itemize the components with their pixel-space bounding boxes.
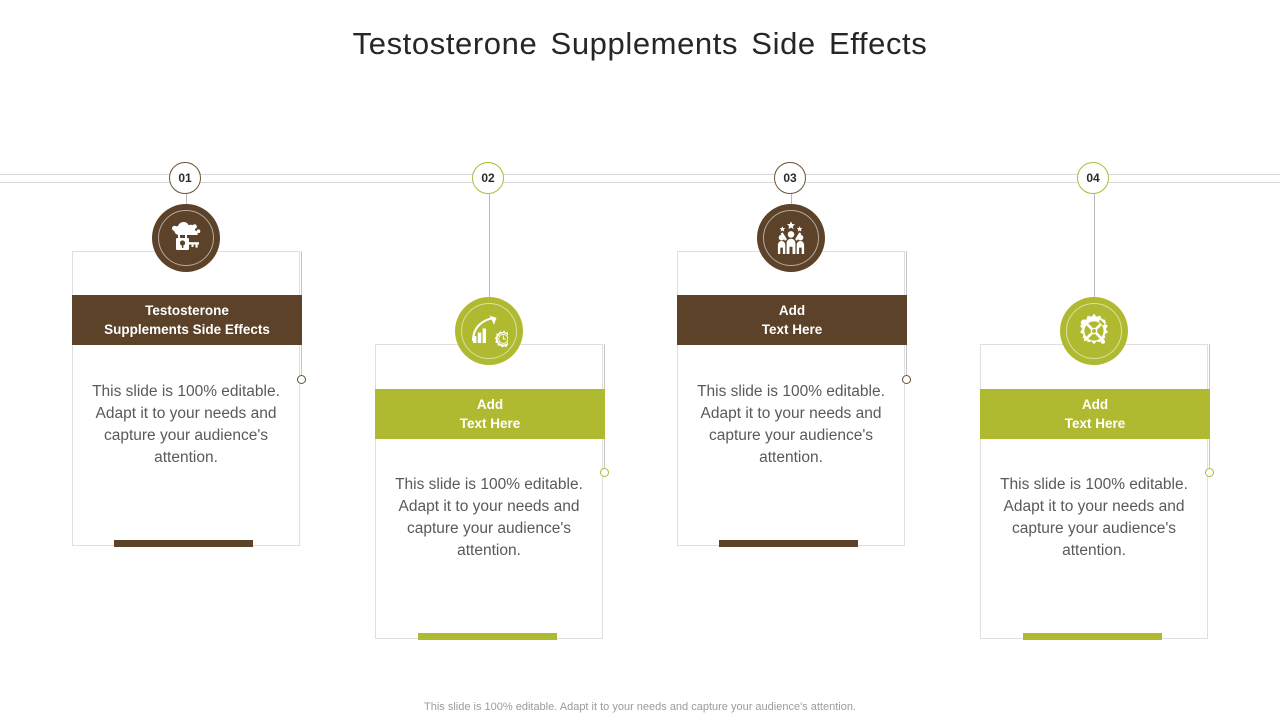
step-card-heading-line1: Add: [778, 303, 806, 318]
step-card-header-2: Add Text Here: [375, 389, 605, 439]
badge-stem-1: [186, 194, 187, 212]
badge-stem-2: [489, 194, 490, 305]
step-accent-bar-4: [1023, 633, 1162, 640]
step-card-body-1: This slide is 100% editable. Adapt it to…: [92, 383, 280, 466]
number-badge-label: 04: [1086, 171, 1100, 185]
step-icon-medallion-2[interactable]: [455, 297, 523, 365]
medallion-inner-ring: [461, 303, 517, 359]
number-badge-label: 02: [481, 171, 495, 185]
timeline-rail-bottom: [0, 182, 1280, 183]
card-connector-dot-2: [600, 468, 609, 477]
medallion-inner-ring: [763, 210, 819, 266]
step-card-heading-line2: Supplements Side Effects: [104, 322, 270, 337]
card-connector-dot-4: [1205, 468, 1214, 477]
medallion-inner-ring: [158, 210, 214, 266]
step-accent-bar-3: [719, 540, 858, 547]
page-title: Testosterone Supplements Side Effects: [352, 26, 928, 61]
number-badge-label: 03: [783, 171, 797, 185]
step-card-header-1: Testosterone Supplements Side Effects: [72, 295, 302, 345]
card-connector-dot-3: [902, 375, 911, 384]
footer-note: This slide is 100% editable. Adapt it to…: [424, 701, 856, 713]
number-badge-label: 01: [178, 171, 192, 185]
step-card-heading-line2: Text Here: [1064, 416, 1126, 431]
step-card-heading-line1: Add: [476, 397, 504, 412]
step-card-heading-line2: Text Here: [761, 322, 823, 337]
badge-stem-4: [1094, 194, 1095, 305]
step-card-body-4: This slide is 100% editable. Adapt it to…: [1000, 476, 1188, 559]
number-badge-02[interactable]: 02: [472, 162, 504, 194]
step-card-body-2: This slide is 100% editable. Adapt it to…: [395, 476, 583, 559]
step-card-heading-line1: Add: [1081, 397, 1109, 412]
step-card-header-4: Add Text Here: [980, 389, 1210, 439]
step-icon-medallion-4[interactable]: [1060, 297, 1128, 365]
timeline-rail-top: [0, 174, 1280, 175]
step-icon-medallion-3[interactable]: [757, 204, 825, 272]
step-accent-bar-2: [418, 633, 557, 640]
step-card-heading-line1: Testosterone: [145, 303, 229, 318]
step-card-heading-line2: Text Here: [459, 416, 521, 431]
step-accent-bar-1: [114, 540, 253, 547]
number-badge-01[interactable]: 01: [169, 162, 201, 194]
step-card-header-3: Add Text Here: [677, 295, 907, 345]
number-badge-04[interactable]: 04: [1077, 162, 1109, 194]
step-card-body-3: This slide is 100% editable. Adapt it to…: [697, 383, 885, 466]
medallion-inner-ring: [1066, 303, 1122, 359]
card-connector-dot-1: [297, 375, 306, 384]
step-icon-medallion-1[interactable]: [152, 204, 220, 272]
badge-stem-3: [791, 194, 792, 212]
number-badge-03[interactable]: 03: [774, 162, 806, 194]
